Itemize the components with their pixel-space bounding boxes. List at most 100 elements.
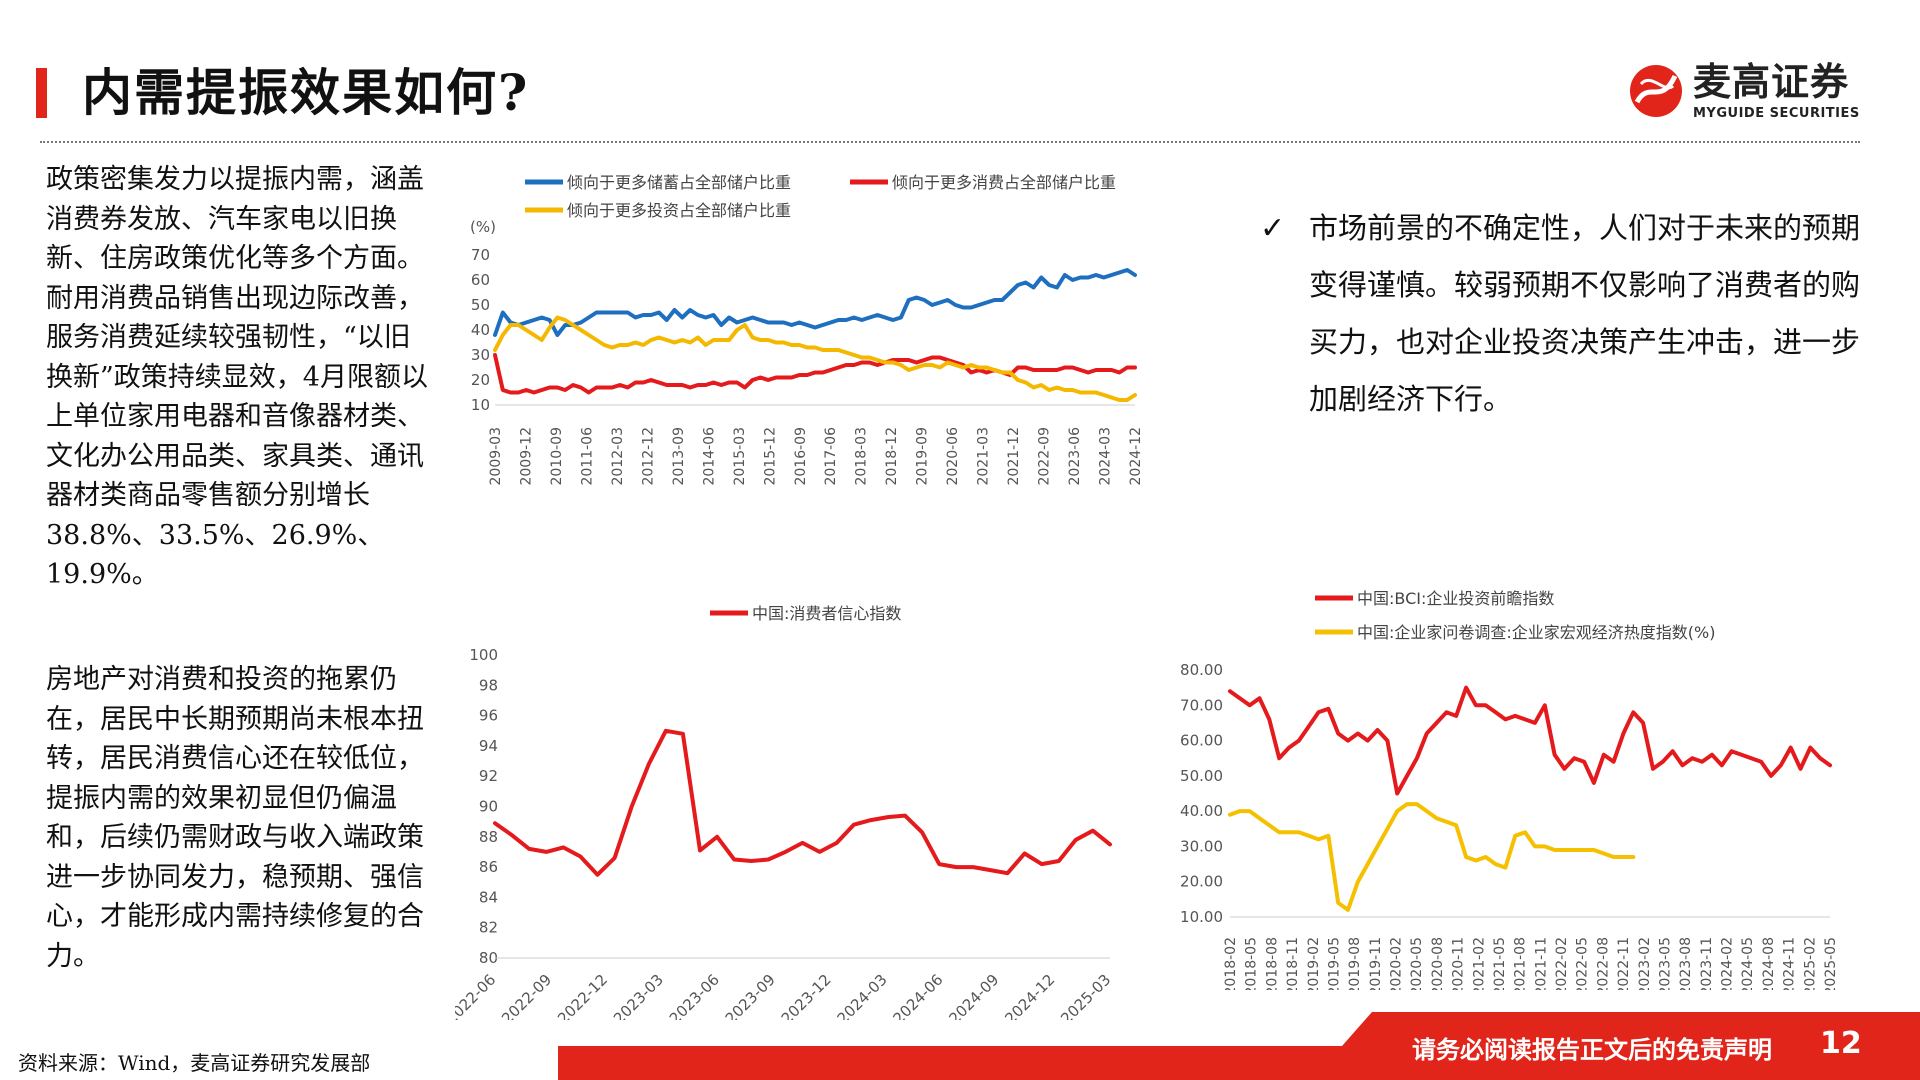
series-line [1228, 685, 1832, 796]
x-tick-label: 2018-03 [854, 427, 870, 486]
x-tick-label: 2023-08 [1678, 937, 1694, 990]
x-tick-label: 2024-05 [1740, 937, 1756, 990]
y-tick-label: 88 [479, 828, 498, 846]
y-tick-label: 40.00 [1180, 802, 1223, 820]
x-tick-label: 2024-08 [1761, 937, 1777, 990]
y-tick-label: 100 [469, 646, 498, 664]
y-tick-label: 96 [479, 707, 498, 725]
x-tick-label: 2015-12 [762, 427, 778, 486]
x-tick-label: 2025-02 [1802, 937, 1818, 990]
x-tick-label: 2022-12 [554, 971, 611, 1020]
legend-label: 倾向于更多储蓄占全部储户比重 [567, 173, 791, 192]
footer-disclaimer: 请务必阅读报告正文后的免责声明 [1412, 1035, 1772, 1064]
x-tick-label: 2020-06 [945, 427, 961, 486]
series-line [493, 315, 1137, 402]
x-tick-label: 2018-02 [1223, 937, 1239, 990]
checkmark-icon: ✓ [1260, 211, 1286, 246]
x-tick-label: 2021-12 [1006, 427, 1022, 486]
legend-label: 中国:BCI:企业投资前瞻指数 [1357, 589, 1554, 608]
legend-label: 倾向于更多投资占全部储户比重 [567, 201, 791, 220]
x-tick-label: 2021-03 [976, 427, 992, 486]
x-tick-label: 2020-05 [1409, 937, 1425, 990]
x-tick-label: 2016-09 [793, 427, 809, 486]
series-line [493, 353, 1137, 395]
y-tick-label: 60 [471, 271, 490, 289]
x-tick-label: 2022-08 [1595, 937, 1611, 990]
x-tick-label: 2019-11 [1368, 937, 1384, 990]
x-tick-label: 2023-12 [778, 971, 835, 1020]
x-tick-label: 2011-06 [579, 427, 595, 486]
x-tick-label: 2023-03 [610, 971, 667, 1020]
footer-red-panel [1312, 1012, 1920, 1080]
chart-savings-consumption-investment: 倾向于更多储蓄占全部储户比重 倾向于更多消费占全部储户比重倾向于更多投资占全部储户… [455, 160, 1195, 590]
x-tick-label: 2018-08 [1264, 937, 1280, 990]
x-tick-label: 2013-09 [671, 427, 687, 486]
x-tick-label: 2022-06 [455, 971, 499, 1020]
chart-bci-investment: 中国:BCI:企业投资前瞻指数中国:企业家问卷调查:企业家宏观经济热度指数(%)… [1175, 580, 1875, 990]
y-tick-label: 10 [471, 396, 490, 414]
logo-text-en: MYGUIDE SECURITIES [1693, 106, 1860, 121]
y-tick-label: 30.00 [1180, 837, 1223, 855]
x-tick-label: 2020-08 [1430, 937, 1446, 990]
chart-savings-svg: 倾向于更多储蓄占全部储户比重 倾向于更多消费占全部储户比重倾向于更多投资占全部储户… [470, 173, 1144, 486]
x-tick-label: 2009-12 [518, 427, 534, 486]
y-tick-label: 10.00 [1180, 908, 1223, 926]
y-tick-label: 82 [479, 919, 498, 937]
x-tick-label: 2019-08 [1347, 937, 1363, 990]
x-tick-label: 2021-02 [1471, 937, 1487, 990]
y-tick-label: 70 [471, 246, 490, 264]
logo-text-cn: 麦高证券 [1693, 60, 1850, 104]
y-tick-label: 94 [479, 737, 498, 755]
y-tick-label: 70.00 [1180, 696, 1223, 714]
series-line [493, 728, 1112, 877]
x-tick-label: 2023-06 [666, 971, 723, 1020]
y-tick-label: 30 [471, 346, 490, 364]
myguide-logo-icon [1630, 65, 1682, 117]
x-tick-label: 2019-09 [915, 427, 931, 486]
y-tick-label: 60.00 [1180, 732, 1223, 750]
x-tick-label: 2018-11 [1285, 937, 1301, 990]
x-tick-label: 2024-11 [1782, 937, 1798, 990]
y-tick-label: 90 [479, 798, 498, 816]
x-tick-label: 2023-02 [1637, 937, 1653, 990]
x-tick-label: 2024-06 [890, 971, 947, 1020]
y-tick-label: 80 [479, 949, 498, 967]
x-tick-label: 2022-11 [1616, 937, 1632, 990]
x-tick-label: 2023-11 [1699, 937, 1715, 990]
key-point: ✓ 市场前景的不确定性，人们对于未来的预期变得谨慎。较弱预期不仅影响了消费者的购… [1260, 200, 1865, 428]
x-tick-label: 2018-12 [884, 427, 900, 486]
x-tick-label: 2019-05 [1326, 937, 1342, 990]
chart-bci-svg: 中国:BCI:企业投资前瞻指数中国:企业家问卷调查:企业家宏观经济热度指数(%)… [1180, 589, 1839, 990]
x-tick-label: 2023-09 [722, 971, 779, 1020]
x-tick-label: 2025-05 [1823, 937, 1839, 990]
x-tick-label: 2012-03 [610, 427, 626, 486]
x-tick-label: 2022-02 [1554, 937, 1570, 990]
x-tick-label: 2009-03 [488, 427, 504, 486]
y-tick-label: 84 [479, 888, 498, 906]
footer-source: 资料来源：Wind，麦高证券研究发展部 [0, 1046, 558, 1080]
chart-confidence-svg: 中国:消费者信心指数 80 82 84 86 88 90 92 94 96 98 100 2022-06… [455, 604, 1114, 1020]
header-divider [40, 141, 1860, 143]
x-tick-label: 2021-11 [1533, 937, 1549, 990]
legend-label: 中国:企业家问卷调查:企业家宏观经济热度指数(%) [1357, 623, 1715, 642]
y-tick-label: 50.00 [1180, 767, 1223, 785]
x-tick-label: 2024-12 [1128, 427, 1144, 486]
x-tick-label: 2019-02 [1306, 937, 1322, 990]
x-tick-label: 2024-03 [1098, 427, 1114, 486]
page-number: 12 [1820, 1026, 1862, 1061]
x-tick-label: 2024-12 [1001, 971, 1058, 1020]
y-tick-label: 98 [479, 676, 498, 694]
x-tick-label: 2025-03 [1057, 971, 1114, 1020]
legend-label: 中国:消费者信心指数 [752, 604, 901, 623]
x-tick-label: 2014-06 [701, 427, 717, 486]
x-tick-label: 2022-09 [498, 971, 555, 1020]
y-tick-label: 20.00 [1180, 873, 1223, 891]
x-tick-label: 2020-11 [1451, 937, 1467, 990]
chart-consumer-confidence: 中国:消费者信心指数 80 82 84 86 88 90 92 94 96 98 100 2022-06… [455, 595, 1175, 1020]
y-tick-label: 40 [471, 321, 490, 339]
y-unit-label: (%) [470, 218, 496, 236]
legend-label: 倾向于更多消费占全部储户比重 [892, 173, 1116, 192]
series-line [493, 268, 1137, 337]
x-tick-label: 2021-08 [1513, 937, 1529, 990]
y-tick-label: 80.00 [1180, 661, 1223, 679]
